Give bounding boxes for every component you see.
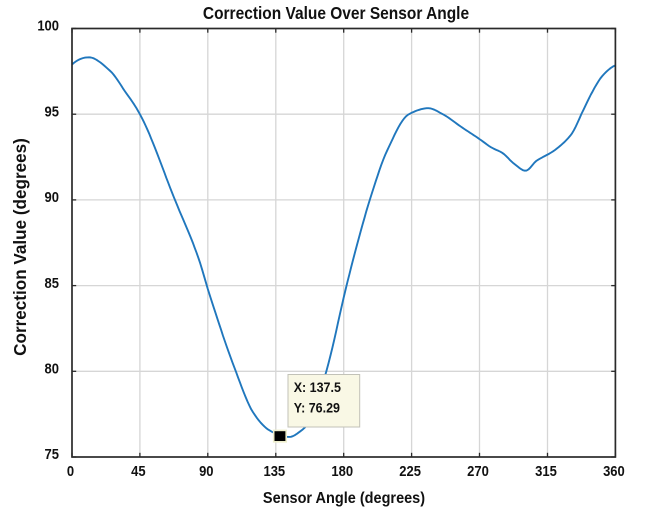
svg-text:45: 45: [131, 463, 146, 479]
svg-text:90: 90: [45, 190, 60, 206]
svg-text:315: 315: [535, 463, 557, 479]
svg-text:180: 180: [331, 463, 353, 479]
svg-text:80: 80: [45, 361, 60, 377]
svg-text:Sensor Angle (degrees): Sensor Angle (degrees): [263, 489, 425, 507]
svg-text:Correction Value Over Sensor A: Correction Value Over Sensor Angle: [203, 3, 469, 23]
svg-text:360: 360: [603, 463, 625, 479]
svg-text:75: 75: [45, 447, 60, 463]
svg-text:90: 90: [199, 463, 214, 479]
svg-text:0: 0: [67, 463, 75, 479]
svg-text:225: 225: [399, 463, 421, 479]
svg-text:270: 270: [467, 463, 489, 479]
svg-text:135: 135: [263, 463, 285, 479]
svg-text:X: 137.5: X: 137.5: [294, 380, 341, 396]
svg-text:85: 85: [45, 275, 60, 291]
svg-text:95: 95: [45, 104, 60, 120]
svg-text:100: 100: [37, 18, 59, 34]
svg-text:Correction Value (degrees): Correction Value (degrees): [10, 138, 30, 356]
svg-text:Y: 76.29: Y: 76.29: [294, 400, 340, 416]
